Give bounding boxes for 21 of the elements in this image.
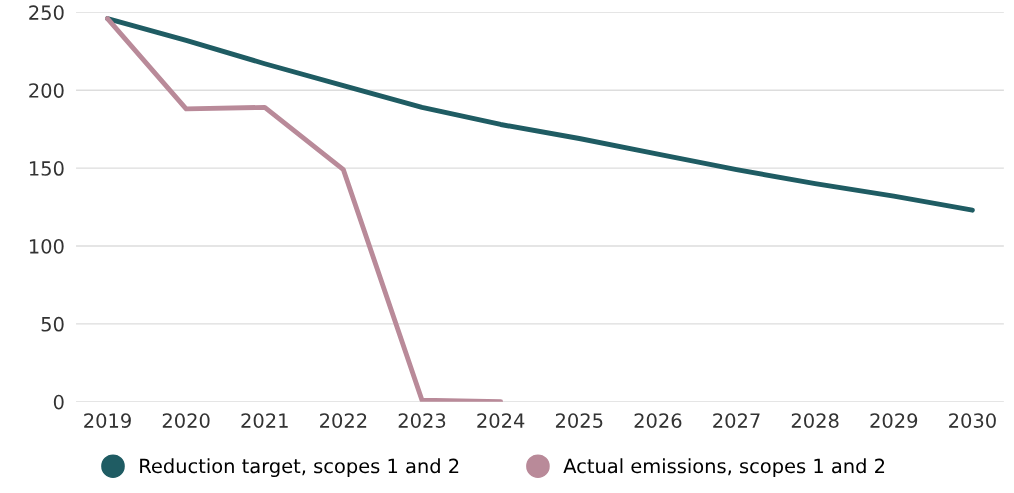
x-tick-label: 2025 [555,413,603,428]
x-tick-label: 2026 [634,413,682,428]
x-tick-label: 2027 [713,413,760,428]
x-tick-label: 2021 [241,413,288,428]
y-tick-label: 150 [29,161,64,176]
line-series [105,16,504,402]
legend-label: Actual emissions, scopes 1 and 2 [563,458,885,478]
legend-label: Reduction target, scopes 1 and 2 [140,458,459,478]
x-tick-label: 2022 [320,413,367,428]
x-tick-label: 2029 [870,413,918,428]
y-tick-label: 0 [53,394,64,410]
x-tick-label: 2024 [477,413,525,428]
y-tick-label: 250 [29,5,64,20]
x-tick-label: 2030 [949,413,996,428]
y-tick-label: 100 [29,238,64,254]
x-tick-label: 2019 [84,413,131,428]
x-tick-label: 2020 [162,413,210,428]
x-tick-label: 2028 [791,413,839,428]
y-tick-label: 200 [29,83,64,98]
y-tick-label: 50 [41,316,64,332]
x-tick-label: 2023 [398,413,446,428]
